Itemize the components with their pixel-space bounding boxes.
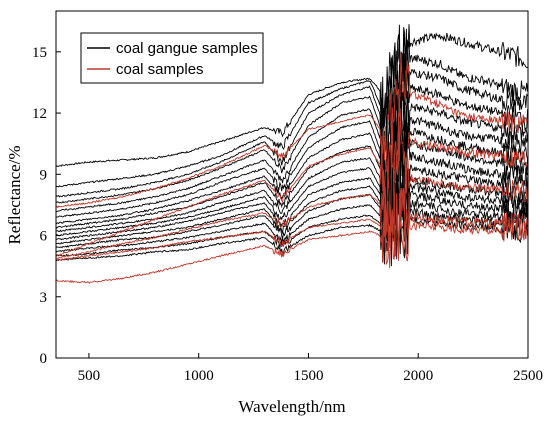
y-axis-title: Reflectance/% <box>5 145 24 244</box>
coal-gangue-curve <box>55 119 529 233</box>
legend-label-coal-gangue: coal gangue samples <box>116 40 258 57</box>
coal-curve <box>55 192 529 284</box>
coal-gangue-curve <box>55 44 528 198</box>
y-tick-label: 0 <box>40 351 48 367</box>
coal-gangue-curve <box>55 173 529 253</box>
y-tick-label: 15 <box>32 45 47 61</box>
x-tick-label: 2000 <box>403 368 433 384</box>
x-axis-title: Wavelength/nm <box>238 397 345 416</box>
coal-curve <box>56 108 529 257</box>
coal-curve <box>55 53 529 209</box>
coal-gangue-curve <box>55 24 528 168</box>
coal-gangue-curve <box>55 134 529 237</box>
coal-gangue-curve <box>55 84 529 218</box>
spectral-curves <box>55 24 529 284</box>
y-tick-label: 12 <box>32 106 47 122</box>
x-tick-label: 1500 <box>293 368 323 384</box>
coal-curve <box>55 187 529 265</box>
coal-gangue-curve <box>55 82 529 212</box>
plot-frame <box>55 10 529 359</box>
legend-box <box>80 32 264 84</box>
legend-label-coal: coal samples <box>116 61 204 78</box>
y-tick-label: 9 <box>40 167 48 183</box>
y-tick-label: 6 <box>40 229 48 245</box>
coal-gangue-curve <box>55 53 529 204</box>
coal-curve <box>56 145 529 259</box>
coal-gangue-curve <box>55 33 529 188</box>
coal-gangue-curve <box>55 113 529 229</box>
y-axis: 0 3 6 9 12 15 <box>32 45 61 367</box>
legend: coal gangue samples coal samples <box>80 32 264 84</box>
y-tick-label: 3 <box>40 290 48 306</box>
coal-gangue-curve <box>55 105 529 225</box>
x-tick-label: 2500 <box>513 368 543 384</box>
coal-gangue-curve <box>55 159 529 252</box>
x-axis: 500 1000 1500 2000 2500 <box>78 353 543 384</box>
x-tick-label: 500 <box>78 368 101 384</box>
x-tick-label: 1000 <box>184 368 214 384</box>
coal-gangue-curve <box>55 150 529 245</box>
